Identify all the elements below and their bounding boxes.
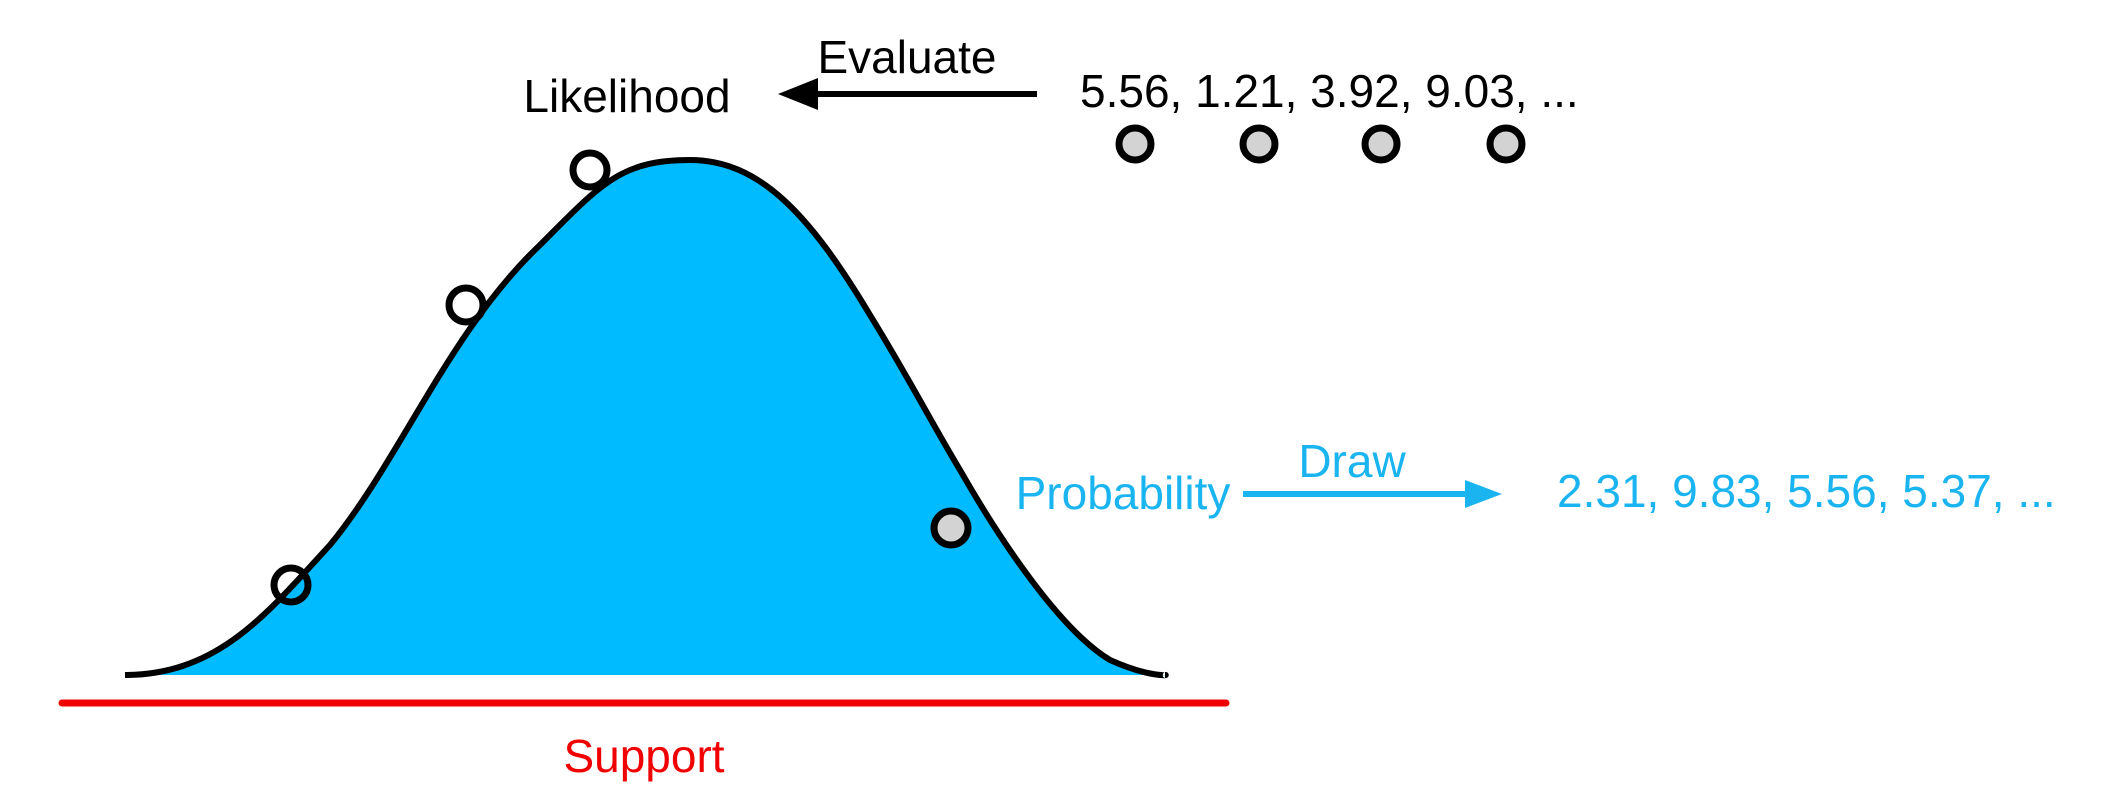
- sample-dot: [1115, 124, 1155, 164]
- evaluate-label: Evaluate: [817, 31, 996, 83]
- probability-label: Probability: [1016, 467, 1231, 519]
- distribution-curve: [124, 156, 1169, 679]
- sample-dot: [1239, 124, 1279, 164]
- draw-label: Draw: [1298, 435, 1406, 487]
- curve-marker: [569, 149, 611, 191]
- draw-arrowhead: [1465, 480, 1502, 508]
- sample-dot: [1486, 124, 1526, 164]
- curve-marker: [270, 564, 312, 606]
- likelihood-label: Likelihood: [523, 70, 730, 122]
- drawn-values: 2.31, 9.83, 5.56, 5.37, ...: [1557, 465, 2056, 517]
- curve-marker: [930, 507, 972, 549]
- evaluated-values: 5.56, 1.21, 3.92, 9.03, ...: [1080, 65, 1579, 117]
- support-label: Support: [563, 730, 724, 782]
- distribution-fill: [125, 160, 1166, 676]
- evaluate-arrowhead: [778, 78, 818, 110]
- curve-marker: [445, 284, 487, 326]
- sample-dot: [1361, 124, 1401, 164]
